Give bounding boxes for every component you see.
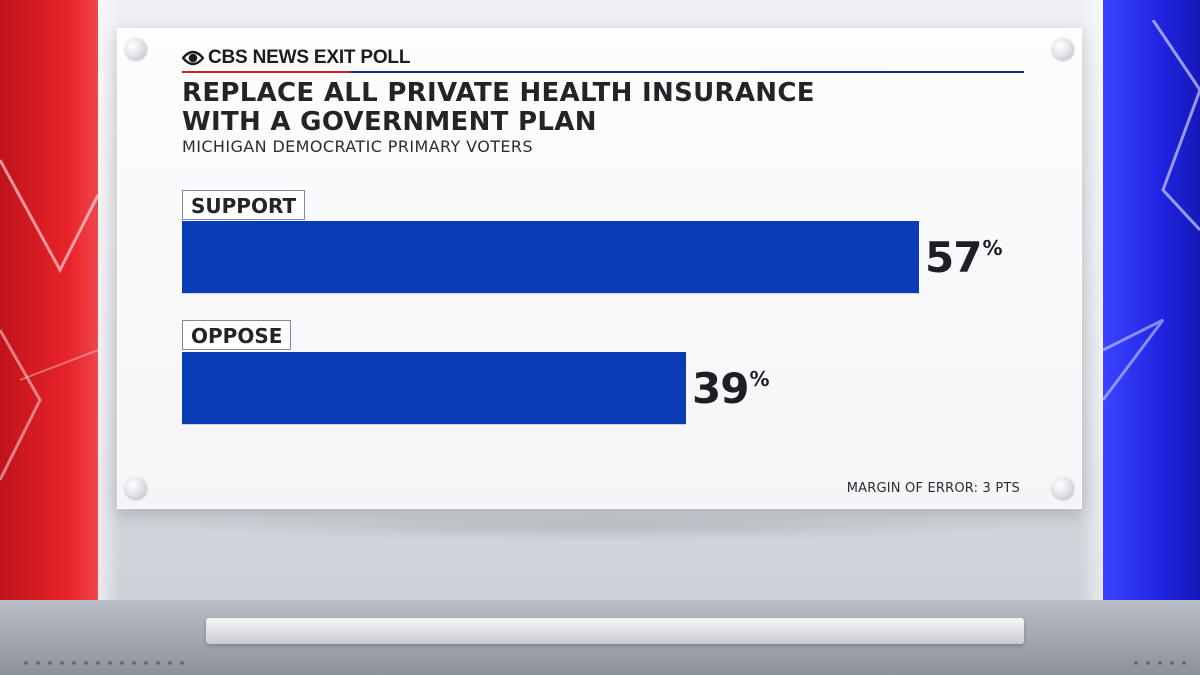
bolt-bottom-right-icon bbox=[1052, 477, 1074, 499]
bar-support bbox=[182, 221, 919, 293]
value-number: 57 bbox=[925, 233, 982, 282]
panel-shadow bbox=[180, 512, 1020, 542]
value-label-support: 57% bbox=[925, 236, 1003, 280]
brand-name: CBS NEWS EXIT POLL bbox=[208, 47, 411, 68]
value-unit: % bbox=[982, 236, 1003, 260]
star-outline-right-icon bbox=[1103, 20, 1200, 401]
bolt-top-left-icon bbox=[125, 38, 147, 60]
red-side-panel bbox=[0, 0, 98, 600]
blue-panel-glow bbox=[1080, 0, 1103, 604]
bolt-bottom-left-icon bbox=[125, 477, 147, 499]
floor-vent-left bbox=[20, 660, 190, 666]
star-outline-left-icon bbox=[0, 159, 98, 481]
value-label-oppose: 39% bbox=[692, 367, 770, 411]
value-unit: % bbox=[749, 367, 770, 391]
category-label-oppose: OPPOSE bbox=[182, 320, 292, 350]
cbs-eye-icon bbox=[182, 50, 204, 66]
chart-title: REPLACE ALL PRIVATE HEALTH INSURANCE WIT… bbox=[182, 78, 815, 137]
stage-light-strip bbox=[206, 618, 1024, 644]
chart-subtitle: MICHIGAN DEMOCRATIC PRIMARY VOTERS bbox=[182, 137, 533, 156]
header-rule bbox=[182, 71, 1024, 73]
bar-oppose bbox=[182, 352, 686, 424]
margin-of-error: MARGIN OF ERROR: 3 PTS bbox=[846, 481, 1020, 496]
floor-vent-right bbox=[1130, 660, 1190, 666]
blue-side-panel bbox=[1103, 0, 1200, 604]
category-label-support: SUPPORT bbox=[182, 190, 306, 220]
red-panel-glow bbox=[98, 0, 120, 600]
brand-header: CBS NEWS EXIT POLL bbox=[182, 47, 410, 69]
bolt-top-right-icon bbox=[1052, 38, 1074, 60]
value-number: 39 bbox=[692, 364, 749, 413]
